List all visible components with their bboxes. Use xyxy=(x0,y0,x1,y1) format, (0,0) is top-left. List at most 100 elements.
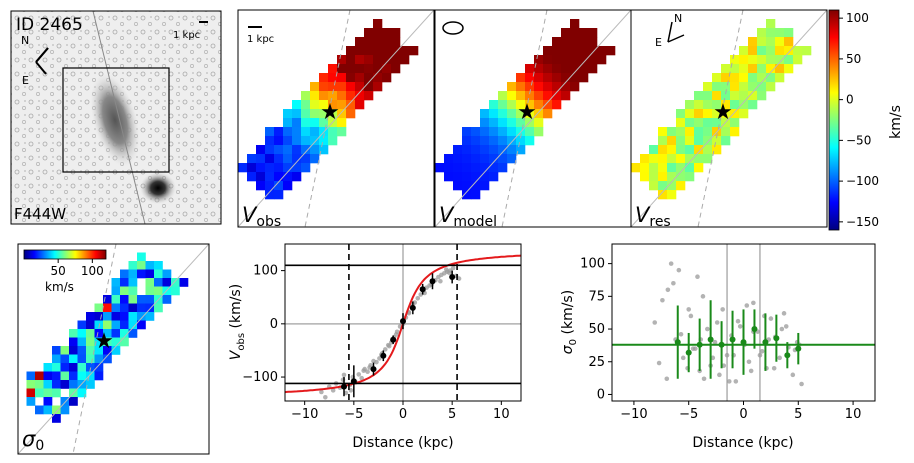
velocity-colorbar-tick-label: 50 xyxy=(846,52,861,66)
velocity-pixel xyxy=(694,154,704,164)
sp-raw-point xyxy=(690,346,696,351)
rc-raw-point xyxy=(383,347,388,352)
sp-binned-point xyxy=(674,339,681,346)
velocity-pixel xyxy=(265,190,275,200)
velocity-pixel xyxy=(489,118,499,128)
psf-ellipse-icon xyxy=(442,21,464,35)
velocity-pixel xyxy=(283,181,293,191)
sp-binned-point xyxy=(795,345,802,352)
sigma-pixel xyxy=(86,337,95,347)
velocity-pixel xyxy=(274,190,284,200)
velocity-pixel xyxy=(471,181,481,191)
sigma-pixel xyxy=(26,371,36,381)
sigma-pixel xyxy=(128,286,138,296)
velocity-pixel xyxy=(676,154,686,164)
sigma-pixel xyxy=(145,269,155,279)
velocity-pixel xyxy=(730,127,740,137)
velocity-pixel xyxy=(507,100,517,110)
velocity-pixel xyxy=(319,91,329,101)
velocity-colorbar-label: km/s xyxy=(888,105,904,139)
velocity-pixel xyxy=(534,118,544,128)
sigma-pixel xyxy=(120,303,129,313)
vmodel-panel: ★ Vmodel xyxy=(434,9,632,230)
velocity-pixel xyxy=(658,190,668,200)
sigma-pixel xyxy=(26,380,36,389)
velocity-pixel xyxy=(319,136,329,146)
velocity-pixel xyxy=(730,109,740,119)
velocity-pixel xyxy=(525,91,535,101)
sigma-pixel xyxy=(77,371,87,381)
velocity-pixel xyxy=(274,172,284,182)
sigma-frame xyxy=(17,243,210,455)
velocity-pixel xyxy=(658,181,668,191)
velocity-pixel xyxy=(489,145,499,155)
velocity-pixel xyxy=(480,136,490,146)
velocity-pixel xyxy=(552,46,562,56)
sigma-pixel xyxy=(128,303,138,313)
velocity-pixel xyxy=(391,64,401,74)
image-panel: ID 2465 F444W 1 kpc N E xyxy=(10,10,222,225)
sigma-pixel xyxy=(120,286,129,296)
velocity-pixel xyxy=(364,73,374,83)
sigma-colorbar-tick-label: 50 xyxy=(51,264,66,278)
vres-compass-icon xyxy=(667,21,685,43)
velocity-pixel xyxy=(274,181,284,191)
sigma-pixel xyxy=(137,320,146,330)
velocity-pixel xyxy=(748,91,758,101)
velocity-pixel xyxy=(703,145,713,155)
sp-raw-point xyxy=(737,324,743,329)
sigma-pixel xyxy=(120,269,129,279)
velocity-pixel xyxy=(471,154,481,164)
velocity-pixel xyxy=(498,118,508,128)
velocity-pixel xyxy=(507,91,517,101)
sigma-pixel xyxy=(128,278,138,287)
velocity-pixel xyxy=(534,73,544,83)
sp-raw-point xyxy=(705,326,710,332)
velocity-pixel xyxy=(310,118,320,128)
velocity-pixel xyxy=(292,127,302,137)
sp-raw-point xyxy=(714,320,720,325)
sp-raw-point xyxy=(779,326,785,332)
velocity-pixel xyxy=(489,172,499,182)
sp-raw-point xyxy=(733,379,739,384)
velocity-pixel xyxy=(757,64,767,74)
sigma-pixel xyxy=(86,346,95,355)
velocity-pixel xyxy=(802,46,812,56)
velocity-pixel xyxy=(507,145,517,155)
velocity-pixel xyxy=(721,127,731,137)
sigma-pixel xyxy=(162,278,172,287)
rc-binned-point xyxy=(429,278,436,285)
velocity-pixel xyxy=(694,91,704,101)
velocity-pixel xyxy=(712,136,722,146)
velocity-pixel xyxy=(328,127,338,137)
sigma-pixel xyxy=(120,295,129,304)
sp-binned-point xyxy=(707,336,714,343)
velocity-pixel xyxy=(766,73,776,83)
velocity-pixel xyxy=(658,127,668,137)
velocity-pixel xyxy=(391,55,401,65)
velocity-pixel xyxy=(784,55,794,65)
velocity-pixel xyxy=(721,91,731,101)
zoom-box xyxy=(62,67,170,173)
velocity-pixel xyxy=(489,109,499,119)
sigma-pixel xyxy=(145,286,155,296)
sigma-pixel xyxy=(154,303,163,313)
velocity-pixel xyxy=(730,100,740,110)
x-tick-label: −10 xyxy=(620,407,647,422)
sigma-pixel xyxy=(128,312,138,321)
velocity-pixel xyxy=(265,172,275,182)
velocity-pixel xyxy=(355,64,365,74)
velocity-pixel xyxy=(730,55,740,65)
velocity-pixel xyxy=(283,163,293,173)
velocity-pixel xyxy=(748,37,758,47)
sp-raw-point xyxy=(724,352,730,358)
sp-raw-point xyxy=(744,303,750,308)
velocity-pixel xyxy=(721,109,731,119)
sigma-major-axis xyxy=(17,243,210,455)
sp-raw-point xyxy=(665,287,671,293)
velocity-pixel xyxy=(498,100,508,110)
rc-raw-point xyxy=(443,267,449,272)
velocity-pixel xyxy=(247,163,257,173)
velocity-pixel xyxy=(757,82,767,92)
